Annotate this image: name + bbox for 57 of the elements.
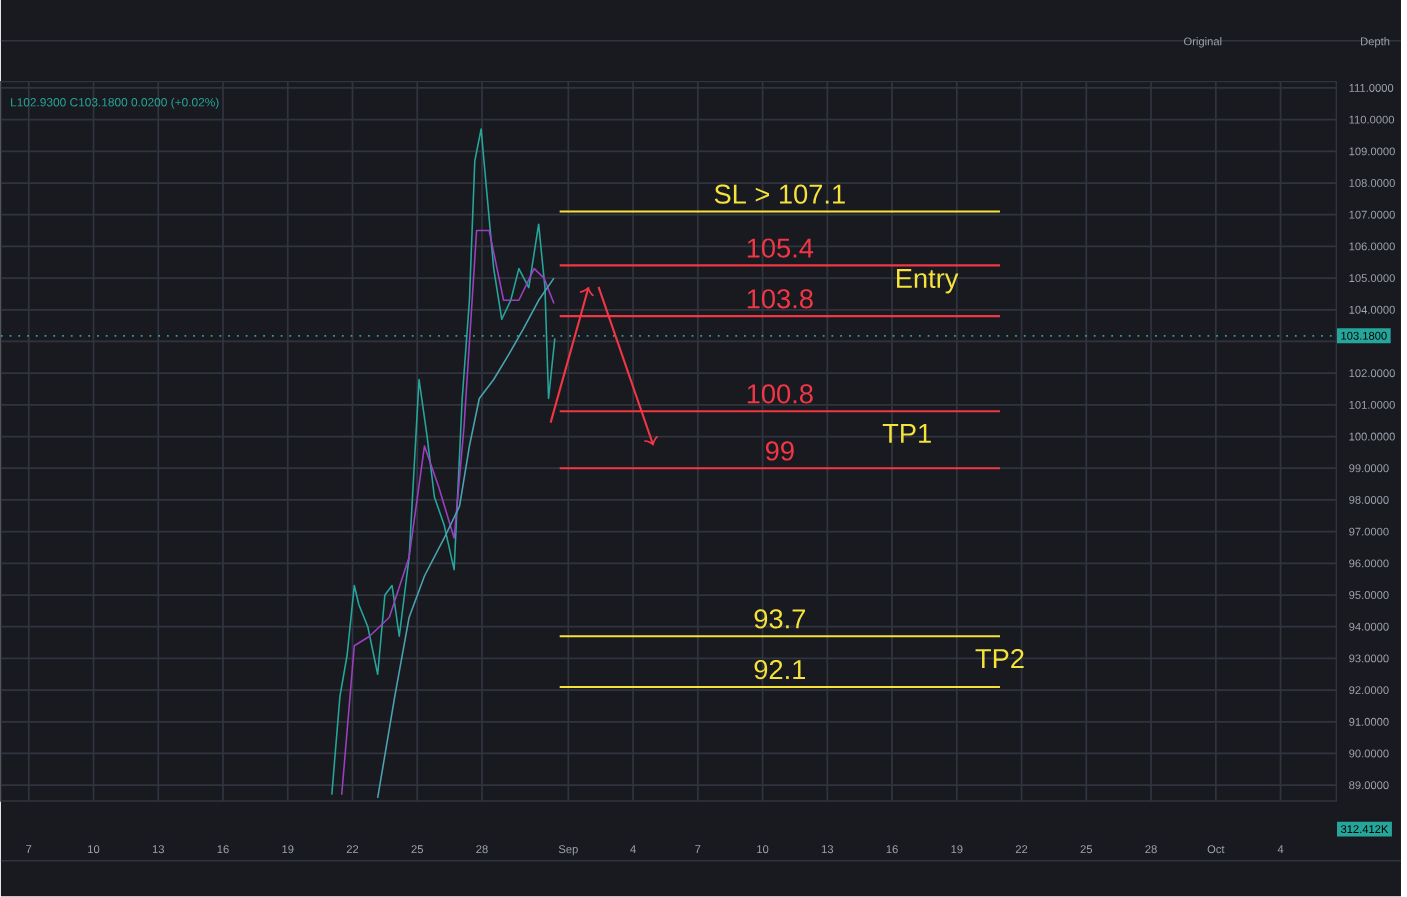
y-tick-label: 92.0000	[1349, 686, 1389, 695]
x-tick-label: 25	[411, 845, 424, 854]
annotation: TP1	[882, 424, 931, 443]
y-tick-label: 100.0000	[1349, 432, 1395, 441]
y-tick-label: 95.0000	[1349, 591, 1389, 600]
ref-line-label: 99	[765, 441, 794, 461]
y-tick-label: 93.0000	[1349, 654, 1389, 663]
x-tick-label: Oct	[1207, 845, 1225, 854]
y-tick-label: 105.0000	[1349, 274, 1395, 283]
y-tick-label: 104.0000	[1349, 306, 1395, 314]
x-tick-label: 10	[88, 845, 100, 854]
ref-line-label: 103.1800	[1341, 332, 1387, 340]
text: Depth	[1361, 37, 1390, 48]
ref-line-label: SL > 107.1	[714, 184, 845, 205]
y-tick-label: 101.0000	[1349, 401, 1395, 410]
x-tick-label: 13	[821, 845, 834, 854]
y-tick-label: 97.0000	[1349, 527, 1389, 536]
x-tick-label: 28	[476, 845, 488, 854]
x-tick-label: Sep	[558, 845, 578, 856]
ref-line-label: 93.7	[754, 609, 805, 629]
x-tick-label: 10	[757, 845, 769, 854]
y-tick-label: 89.0000	[1349, 781, 1389, 790]
x-tick-label: 19	[282, 845, 294, 854]
y-tick-label: 106.0000	[1349, 242, 1395, 251]
y-tick-label: 91.0000	[1349, 718, 1389, 726]
y-tick-label: 109.0000	[1349, 147, 1395, 156]
ref-line-label: 103.8	[747, 289, 813, 309]
x-tick-label: 4	[630, 845, 636, 854]
text: Original	[1184, 37, 1222, 48]
x-tick-label: 4	[1277, 845, 1284, 854]
x-tick-label: 19	[951, 845, 963, 854]
annotation: Entry	[897, 269, 959, 294]
ref-line-label: 100.8	[747, 384, 813, 404]
annotation: L102.9300 C103.1800 0.0200 (+0.02%)	[11, 97, 219, 110]
x-tick-label: 28	[1145, 845, 1157, 854]
y-tick-label: 94.0000	[1349, 623, 1389, 631]
x-tick-label: 16	[886, 845, 898, 854]
y-tick-label: 99.0000	[1349, 464, 1389, 473]
y-tick-label: 107.0000	[1349, 210, 1395, 219]
x-tick-label: 7	[695, 845, 701, 854]
y-tick-label: 98.0000	[1349, 496, 1389, 505]
y-tick-label: 96.0000	[1349, 559, 1389, 568]
y-tick-label: 111.0000	[1349, 84, 1394, 93]
y-tick-label: 110.0000	[1349, 115, 1395, 124]
y-tick-label: 90.0000	[1349, 749, 1389, 758]
y-tick-label: 108.0000	[1349, 179, 1395, 188]
x-tick-label: 22	[1015, 845, 1028, 854]
x-tick-label: 25	[1080, 845, 1093, 854]
ref-line-label: 92.1	[754, 660, 806, 680]
text: 312.412K	[1340, 825, 1389, 834]
x-tick-label: 22	[346, 845, 359, 854]
x-tick-label: 13	[152, 845, 164, 854]
x-tick-label: 7	[26, 845, 32, 854]
annotation: TP2	[975, 649, 1024, 669]
ref-line-label: 105.4	[747, 238, 814, 258]
y-tick-label: 102.0000	[1349, 369, 1395, 378]
x-tick-label: 16	[217, 845, 229, 854]
